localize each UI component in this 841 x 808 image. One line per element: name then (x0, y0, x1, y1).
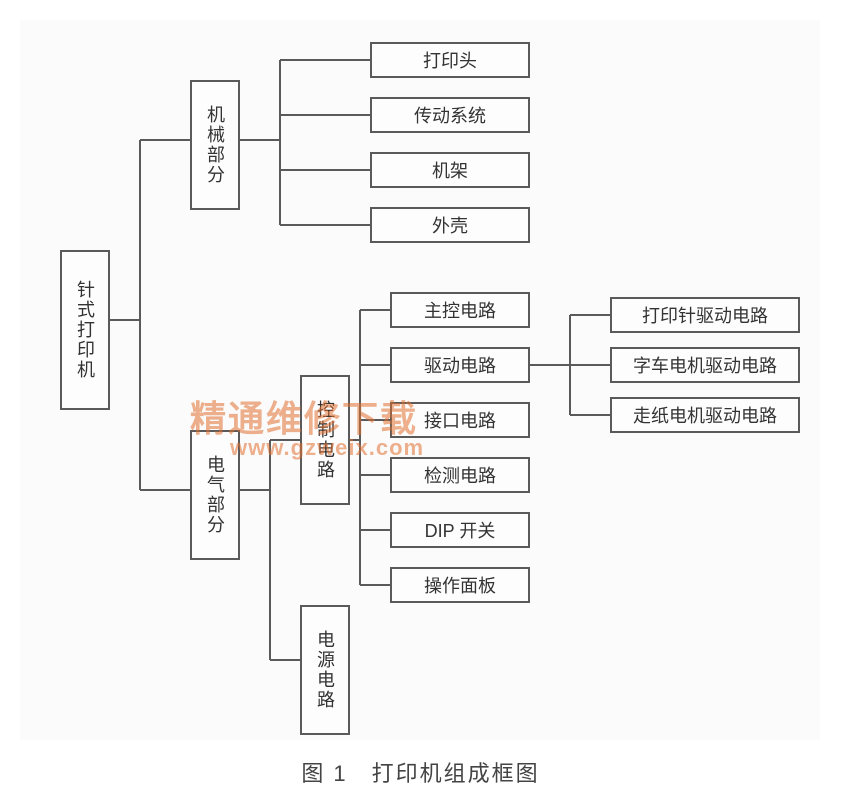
node-case: 外壳 (370, 207, 530, 243)
node-print-head: 打印头 (370, 42, 530, 78)
node-operation-panel: 操作面板 (390, 567, 530, 603)
node-paper-motor-drive-circuit: 走纸电机驱动电路 (610, 397, 800, 433)
node-interface-circuit: 接口电路 (390, 402, 530, 438)
node-drive-circuit: 驱动电路 (390, 347, 530, 383)
printer-block-diagram: 针式打印机 机械部分 电气部分 打印头 传动系统 机架 外壳 控制电路 电源电路… (20, 20, 820, 740)
node-mechanical-part: 机械部分 (190, 80, 240, 210)
node-transmission-system: 传动系统 (370, 97, 530, 133)
node-pin-drive-circuit: 打印针驱动电路 (610, 297, 800, 333)
node-frame: 机架 (370, 152, 530, 188)
node-electrical-part: 电气部分 (190, 430, 240, 560)
node-power-circuit: 电源电路 (300, 605, 350, 735)
node-main-control-circuit: 主控电路 (390, 292, 530, 328)
node-root: 针式打印机 (60, 250, 110, 410)
figure-caption: 图 1 打印机组成框图 (20, 756, 821, 788)
node-control-circuit: 控制电路 (300, 375, 350, 505)
node-detect-circuit: 检测电路 (390, 457, 530, 493)
node-carriage-motor-drive-circuit: 字车电机驱动电路 (610, 347, 800, 383)
node-dip-switch: DIP 开关 (390, 512, 530, 548)
